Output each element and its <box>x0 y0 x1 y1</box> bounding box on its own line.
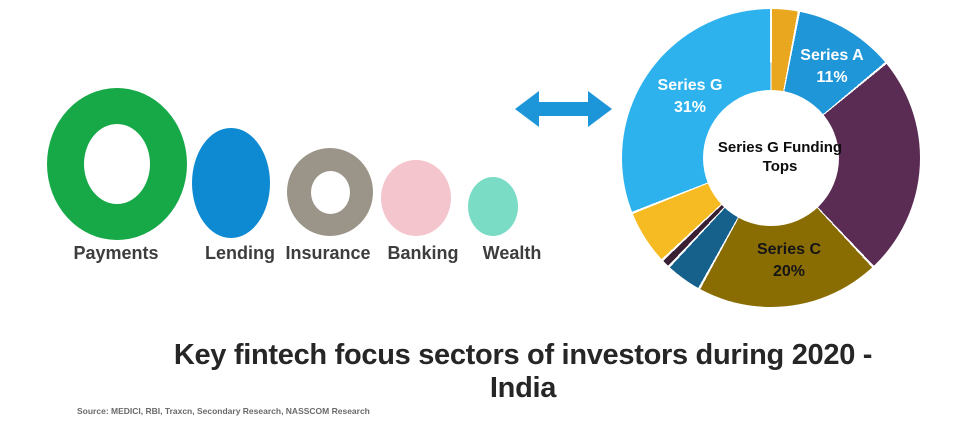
series-c-percent: 20% <box>772 263 806 280</box>
insurance-bubble-hole <box>310 170 350 214</box>
banking-bubble <box>381 160 451 236</box>
series-c-name: Series C <box>756 241 822 258</box>
insurance-bubble <box>287 148 373 236</box>
donut-center-line2: Tops <box>762 158 798 175</box>
series-g-name: Series G <box>657 77 723 94</box>
series-a-name: Series A <box>800 47 864 64</box>
payments-bubble <box>47 88 187 240</box>
payments-label: Payments <box>73 243 159 263</box>
source-note: Source: MEDICI, RBI, Traxcn, Secondary R… <box>77 406 370 416</box>
series-g-slice-label: Series G 31% <box>630 75 750 119</box>
funding-donut-chart: Series G 31% Series A 11% Series C 20% S… <box>622 9 920 307</box>
double-arrow-icon <box>515 90 612 128</box>
donut-center-label: Series G Funding Tops <box>680 138 880 176</box>
insurance-label: Insurance <box>285 243 371 263</box>
lending-label: Lending <box>205 243 275 263</box>
payments-bubble-hole <box>84 124 150 204</box>
donut-center-line1: Series G Funding <box>717 139 843 156</box>
donut-hole <box>703 90 839 226</box>
lending-bubble <box>192 128 270 238</box>
series-a-slice-label: Series A 11% <box>772 45 892 89</box>
banking-label: Banking <box>387 243 459 263</box>
page-title: Key fintech focus sectors of investors d… <box>173 339 873 404</box>
series-c-slice-label: Series C 20% <box>729 239 849 283</box>
series-g-percent: 31% <box>673 99 707 116</box>
series-a-percent: 11% <box>816 69 848 86</box>
wealth-bubble <box>468 177 518 236</box>
wealth-label: Wealth <box>482 243 542 263</box>
